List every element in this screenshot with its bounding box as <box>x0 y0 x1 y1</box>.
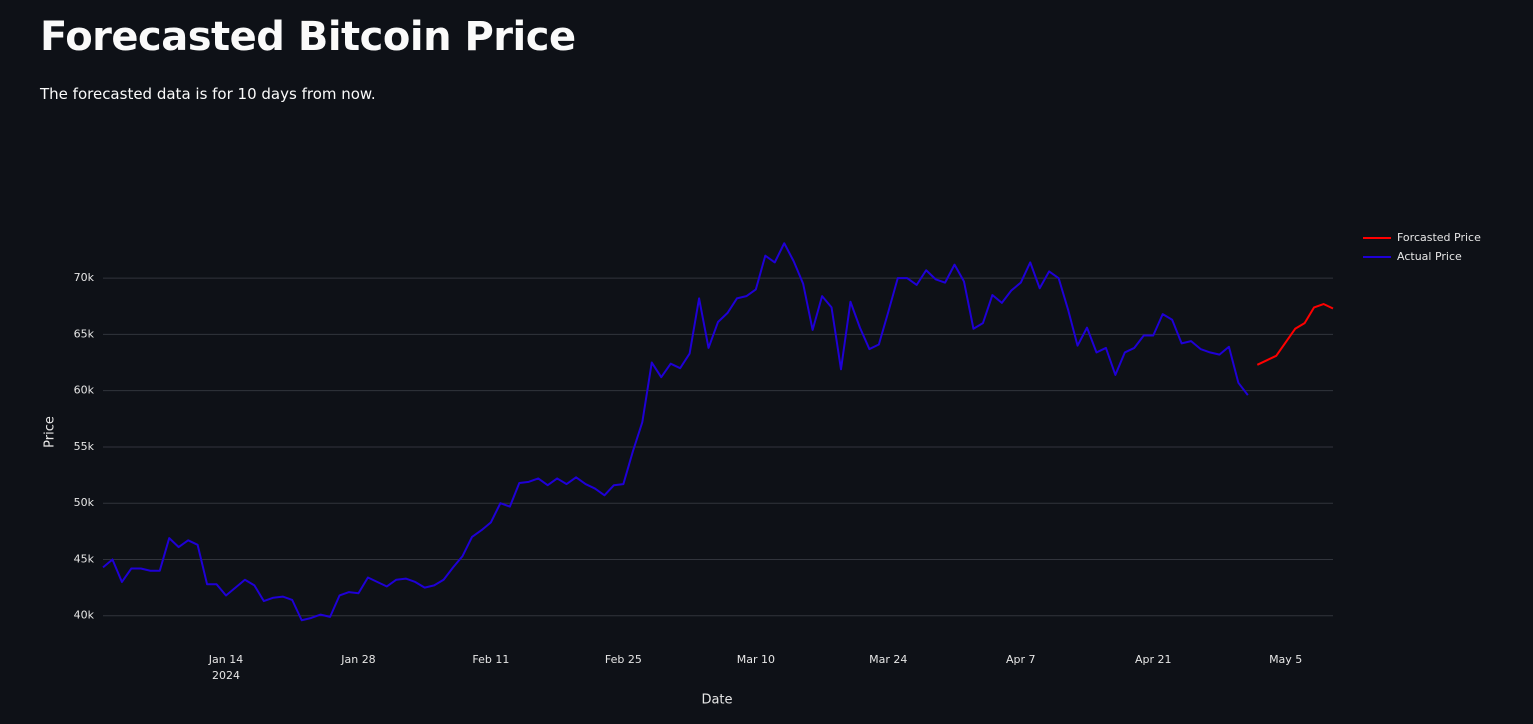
y-axis-label: Price <box>43 416 58 448</box>
x-tick-label: Apr 7 <box>1006 653 1036 666</box>
x-tick-label: Mar 24 <box>869 653 907 666</box>
x-tick-label: Apr 21 <box>1135 653 1172 666</box>
page-title: Forecasted Bitcoin Price <box>40 14 576 60</box>
y-tick-label: 65k <box>74 327 95 340</box>
legend-label: Actual Price <box>1397 250 1462 263</box>
x-axis-label: Date <box>701 693 732 708</box>
line-series <box>102 242 1249 622</box>
y-tick-label: 55k <box>74 440 95 453</box>
x-tick-year: 2024 <box>212 669 240 682</box>
line-series <box>1256 303 1334 366</box>
x-tick-label: Mar 10 <box>737 653 775 666</box>
x-tick-label: Jan 28 <box>340 653 375 666</box>
y-tick-label: 70k <box>74 271 95 284</box>
x-tick-label: Feb 25 <box>605 653 642 666</box>
y-tick-label: 60k <box>74 384 95 397</box>
x-tick-label: Feb 11 <box>472 653 509 666</box>
page-subtitle: The forecasted data is for 10 days from … <box>40 85 376 103</box>
x-tick-label: Jan 14 <box>208 653 243 666</box>
legend-label: Forcasted Price <box>1397 231 1481 244</box>
y-tick-label: 45k <box>74 552 95 565</box>
y-tick-label: 40k <box>74 609 95 622</box>
y-tick-label: 50k <box>74 496 95 509</box>
x-tick-label: May 5 <box>1269 653 1302 666</box>
